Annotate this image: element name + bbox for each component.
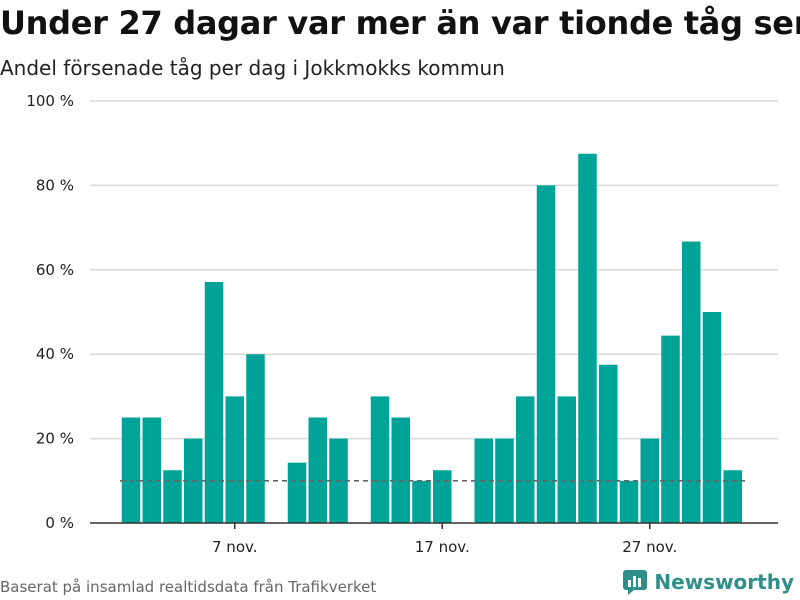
bar <box>702 312 722 523</box>
bar <box>204 282 224 523</box>
x-tick-label: 17 nov. <box>415 538 470 556</box>
bar <box>599 364 618 523</box>
chart-subtitle: Andel försenade tåg per dag i Jokkmokks … <box>0 56 505 80</box>
y-tick-label: 100 % <box>26 92 74 110</box>
bar <box>723 470 742 523</box>
bar <box>370 396 390 523</box>
bar <box>433 470 452 523</box>
bar <box>619 480 639 523</box>
bar <box>163 470 182 523</box>
brand-name: Newsworthy <box>654 570 794 594</box>
y-tick-label: 20 % <box>36 430 74 448</box>
bar <box>682 241 701 523</box>
y-tick-label: 0 % <box>45 514 74 532</box>
newsworthy-logo-icon <box>623 570 648 595</box>
bar <box>308 417 327 523</box>
bar <box>246 354 265 523</box>
bar <box>661 335 680 523</box>
y-tick-label: 60 % <box>36 261 74 279</box>
bar <box>557 396 576 523</box>
bar <box>142 417 161 523</box>
bar <box>225 396 244 523</box>
y-tick-label: 40 % <box>36 345 74 363</box>
y-tick-label: 80 % <box>36 176 74 194</box>
x-tick-label: 27 nov. <box>622 538 677 556</box>
bar <box>536 185 556 523</box>
chart-title: Under 27 dagar var mer än var tionde tåg… <box>0 4 800 42</box>
bar <box>391 417 410 523</box>
bar <box>516 396 535 523</box>
bar <box>640 438 659 523</box>
x-tick-label: 7 nov. <box>212 538 257 556</box>
x-tick-labels: 7 nov. 17 nov. 27 nov. <box>212 538 677 556</box>
bar <box>412 480 431 523</box>
axes <box>90 522 778 529</box>
bar <box>121 417 141 523</box>
source-note: Baserat på insamlad realtidsdata från Tr… <box>0 578 377 596</box>
y-tick-labels: 0 % 20 % 40 % 60 % 80 % 100 % <box>26 92 74 532</box>
bars <box>121 153 742 523</box>
bar <box>287 462 307 523</box>
brand-logo: Newsworthy <box>622 569 794 595</box>
bar <box>495 438 514 523</box>
bar <box>578 153 597 523</box>
